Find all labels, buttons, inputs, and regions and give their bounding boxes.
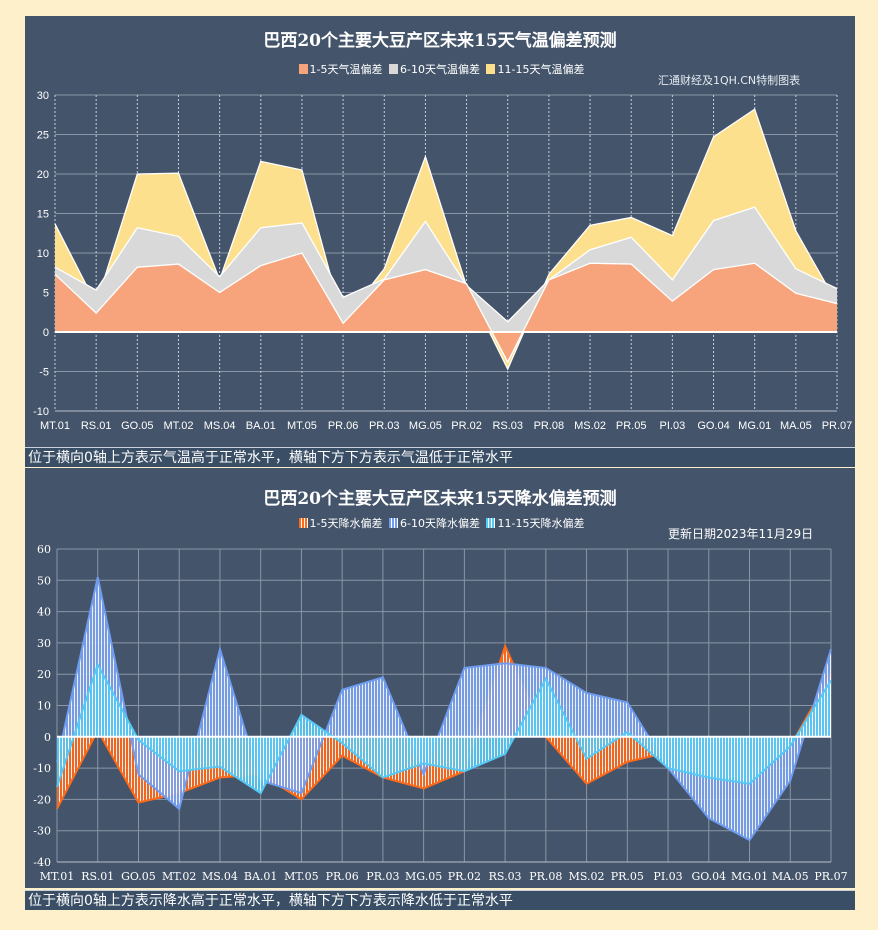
x-tick-label: BA.01 <box>246 420 276 432</box>
series-line-2 <box>54 206 838 323</box>
series-line-1 <box>54 252 838 364</box>
series-line-3 <box>54 108 838 371</box>
y-tick-label: 10 <box>37 700 51 713</box>
precipitation-legend: 1-5天降水偏差 6-10天降水偏差 11-15天降水偏差 <box>25 515 855 531</box>
legend-swatch <box>389 64 399 74</box>
x-tick-label: MT.01 <box>40 420 70 432</box>
legend-label: 1-5天降水偏差 <box>309 517 383 530</box>
y-tick-label: 0 <box>43 327 49 339</box>
x-tick-label: RS.01 <box>81 420 112 432</box>
y-tick-label: 60 <box>37 543 51 556</box>
y-tick-label: -5 <box>39 367 49 379</box>
source-note: 汇通财经及1QH.CN特制图表 <box>658 74 801 87</box>
series-line-3 <box>56 662 832 795</box>
y-tick-label: 30 <box>37 90 49 102</box>
y-tick-label: -40 <box>33 856 51 869</box>
x-tick-label: MT.02 <box>162 870 196 883</box>
x-tick-label: MS.04 <box>204 420 236 432</box>
x-tick-label: PR.02 <box>451 420 482 432</box>
x-tick-label: PR.08 <box>529 870 562 883</box>
x-tick-label: PR.06 <box>326 870 359 883</box>
y-tick-label: 30 <box>37 637 51 650</box>
x-tick-label: GO.04 <box>691 870 726 883</box>
x-tick-label: RS.03 <box>489 870 522 883</box>
x-tick-label: MG.01 <box>738 420 771 432</box>
precipitation-chart-title: 巴西20个主要大豆产区未来15天降水偏差预测 <box>263 489 617 509</box>
x-tick-label: PR.06 <box>328 420 359 432</box>
x-tick-label: PR.05 <box>616 420 647 432</box>
temperature-caption: 位于横向0轴上方表示气温高于正常水平，横轴下方下方表示气温低于正常水平 <box>25 447 855 467</box>
legend-label: 6-10天气温偏差 <box>400 63 480 76</box>
legend-swatch <box>486 64 496 74</box>
x-tick-label: MT.05 <box>284 870 318 883</box>
temperature-legend: 1-5天气温偏差 6-10天气温偏差 11-15天气温偏差 <box>25 61 855 77</box>
y-tick-label: -20 <box>33 793 51 806</box>
x-tick-label: PR.08 <box>534 420 565 432</box>
y-tick-label: 10 <box>37 248 49 260</box>
series-line-2 <box>56 576 832 842</box>
y-tick-label: 40 <box>37 606 51 619</box>
x-tick-label: PR.03 <box>366 870 399 883</box>
x-tick-label: PI.03 <box>660 420 686 432</box>
update-date-note: 更新日期2023年11月29日 <box>668 527 814 541</box>
series-area-2 <box>57 577 831 841</box>
y-tick-label: -10 <box>33 406 49 418</box>
series-area-1 <box>55 253 837 363</box>
legend-swatch <box>486 518 496 528</box>
y-tick-label: 15 <box>37 209 49 221</box>
legend-label: 11-15天气温偏差 <box>497 63 585 76</box>
series-area-3 <box>57 664 831 794</box>
x-tick-label: PI.03 <box>653 870 682 883</box>
x-tick-label: PR.05 <box>611 870 644 883</box>
x-tick-label: RS.01 <box>81 870 114 883</box>
x-tick-label: MS.02 <box>569 870 605 883</box>
y-tick-label: 20 <box>37 668 51 681</box>
temperature-plot: 30 25 20 15 10 5 0 -5 -10 MT.01 RS.01 GO.05 MT.02 MS.… <box>33 90 852 432</box>
y-tick-label: 20 <box>37 169 49 181</box>
x-tick-label: PR.03 <box>369 420 400 432</box>
x-tick-label: MT.05 <box>287 420 317 432</box>
x-tick-label: MT.02 <box>163 420 193 432</box>
x-tick-label: GO.05 <box>121 870 156 883</box>
x-tick-label: BA.01 <box>244 870 278 883</box>
legend-swatch <box>298 518 308 528</box>
precipitation-caption: 位于横向0轴上方表示降水高于正常水平，横轴下方下方表示降水低于正常水平 <box>25 890 855 910</box>
x-tick-label: MG.05 <box>405 870 442 883</box>
legend-swatch <box>298 64 308 74</box>
y-tick-label: -10 <box>33 762 51 775</box>
temperature-chart-title: 巴西20个主要大豆产区未来15天气温偏差预测 <box>263 31 617 51</box>
x-tick-label: MG.05 <box>409 420 442 432</box>
y-tick-label: 5 <box>43 288 49 300</box>
x-tick-label: MS.04 <box>202 870 238 883</box>
x-tick-label: MG.01 <box>731 870 768 883</box>
x-tick-label: MA.05 <box>772 870 809 883</box>
legend-label: 11-15天降水偏差 <box>497 517 585 530</box>
y-tick-label: 25 <box>37 130 49 142</box>
x-tick-label: GO.05 <box>121 420 153 432</box>
x-tick-label: PR.02 <box>448 870 481 883</box>
x-tick-label: PR.07 <box>814 870 847 883</box>
legend-swatch <box>389 518 399 528</box>
x-tick-label: PR.07 <box>822 420 853 432</box>
y-tick-label: 50 <box>37 574 51 587</box>
x-tick-label: MA.05 <box>780 420 812 432</box>
x-tick-label: MT.01 <box>40 870 74 883</box>
y-tick-label: -30 <box>33 825 51 838</box>
legend-label: 6-10天降水偏差 <box>400 517 480 530</box>
y-tick-label: 0 <box>44 731 51 744</box>
x-tick-label: RS.03 <box>492 420 523 432</box>
legend-label: 1-5天气温偏差 <box>309 63 383 76</box>
x-tick-label: GO.04 <box>697 420 729 432</box>
x-tick-label: MS.02 <box>574 420 606 432</box>
